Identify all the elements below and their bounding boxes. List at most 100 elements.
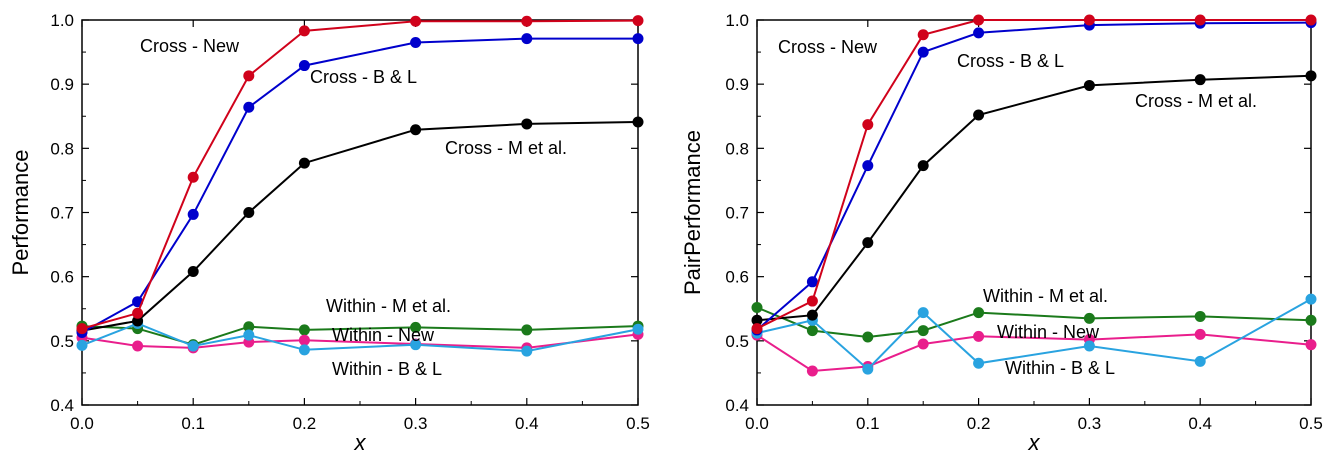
data-point-1 [410, 36, 422, 48]
data-point-4 [1305, 339, 1317, 351]
data-point-5 [917, 307, 929, 319]
chart-performance: 0.4 0.5 0.6 0.7 0.8 0.9 1.0 0.0 0.1 0.2 0.3 0.4 0.5 x… [8, 11, 650, 452]
y-tick-label: 0.8 [725, 139, 749, 158]
series-line-0 [756, 19, 1311, 330]
x-tick-label: 0.2 [967, 414, 991, 433]
y-axis-title: PairPerformance [680, 130, 705, 295]
data-point-2 [132, 315, 144, 327]
data-point-0 [917, 29, 929, 41]
series-annotation: Within - M et al. [983, 286, 1108, 306]
x-tick-label: 0.1 [181, 414, 205, 433]
y-tick-label: 0.6 [725, 268, 749, 287]
data-point-5 [1194, 355, 1206, 367]
chart-pair-performance: 0.4 0.5 0.6 0.7 0.8 0.9 1.0 0.0 0.1 0.2 0.3 0.4 0.5 x… [680, 11, 1323, 452]
y-tick-label: 0.4 [50, 396, 74, 415]
data-point-2 [862, 237, 874, 249]
data-point-0 [632, 15, 644, 27]
x-tick-label: 0.4 [515, 414, 539, 433]
data-point-3 [751, 301, 763, 313]
data-point-1 [187, 208, 199, 220]
data-point-0 [973, 14, 985, 26]
series-line-1 [81, 37, 638, 334]
x-tick-label: 0.3 [1078, 414, 1102, 433]
data-point-0 [521, 15, 533, 27]
x-tick-label: 0.1 [856, 414, 880, 433]
data-point-0 [243, 70, 255, 82]
data-point-1 [917, 46, 929, 58]
data-point-2 [521, 118, 533, 130]
y-axis-title: Performance [8, 150, 33, 276]
series-annotation: Cross - New [140, 36, 240, 56]
series-annotation: Cross - M et al. [1135, 91, 1257, 111]
series-line-2 [81, 121, 639, 332]
data-point-5 [1083, 340, 1095, 352]
data-point-2 [187, 266, 199, 278]
series-annotation: Cross - New [778, 37, 878, 57]
series-annotation: Cross - B & L [957, 51, 1064, 71]
y-tick-label: 0.6 [50, 268, 74, 287]
x-tick-label: 0.4 [1188, 414, 1212, 433]
series-line-4 [756, 333, 1312, 373]
data-point-0 [862, 119, 874, 131]
data-point-3 [973, 307, 985, 319]
data-point-0 [1194, 14, 1206, 26]
data-point-5 [1305, 293, 1317, 305]
data-point-5 [973, 357, 985, 369]
x-tick-label: 0.0 [70, 414, 94, 433]
data-point-2 [632, 116, 644, 128]
data-point-0 [751, 323, 763, 335]
series-annotation: Within - B & L [1005, 358, 1115, 378]
data-point-3 [806, 325, 818, 337]
data-point-2 [298, 157, 310, 169]
data-point-4 [298, 334, 310, 346]
data-point-2 [410, 124, 422, 136]
y-tick-label: 0.4 [725, 396, 749, 415]
y-tick-label: 0.9 [725, 75, 749, 94]
data-point-3 [1305, 314, 1317, 326]
data-point-0 [806, 295, 818, 307]
y-tick-label: 0.9 [50, 75, 74, 94]
data-point-4 [973, 330, 985, 342]
x-axis-title: x [1028, 430, 1041, 452]
data-point-3 [917, 325, 929, 337]
data-point-4 [1194, 328, 1206, 340]
series-line-1 [756, 21, 1312, 331]
data-point-1 [298, 60, 310, 72]
data-point-2 [1083, 79, 1095, 91]
data-point-5 [76, 339, 88, 351]
data-point-5 [521, 345, 533, 357]
data-point-0 [132, 307, 144, 319]
data-point-5 [410, 339, 422, 351]
data-point-3 [1194, 310, 1206, 322]
y-tick-label: 0.7 [725, 204, 749, 223]
data-point-2 [917, 160, 929, 172]
data-point-4 [132, 340, 144, 352]
data-point-2 [751, 314, 763, 326]
data-point-2 [806, 309, 818, 321]
y-tick-label: 0.7 [50, 204, 74, 223]
y-tick-label: 0.5 [725, 332, 749, 351]
data-point-5 [187, 340, 199, 352]
data-point-0 [1083, 14, 1095, 26]
series-annotation: Within - M et al. [326, 296, 451, 316]
data-point-0 [187, 171, 199, 183]
data-point-3 [410, 321, 422, 333]
series-annotation: Within - B & L [332, 359, 442, 379]
data-point-1 [862, 160, 874, 172]
data-point-4 [806, 365, 818, 377]
y-tick-label: 0.8 [50, 139, 74, 158]
x-tick-label: 0.5 [1299, 414, 1323, 433]
data-point-3 [243, 321, 255, 333]
y-tick-label: 1.0 [725, 11, 749, 30]
data-point-5 [862, 363, 874, 375]
series-line-5 [81, 322, 639, 353]
data-point-2 [973, 109, 985, 121]
data-point-1 [806, 276, 818, 288]
data-point-1 [632, 33, 644, 45]
data-point-2 [1305, 70, 1317, 82]
data-point-5 [298, 344, 310, 356]
data-point-2 [1194, 74, 1206, 86]
data-point-2 [243, 207, 255, 218]
series-line-3 [81, 325, 639, 346]
